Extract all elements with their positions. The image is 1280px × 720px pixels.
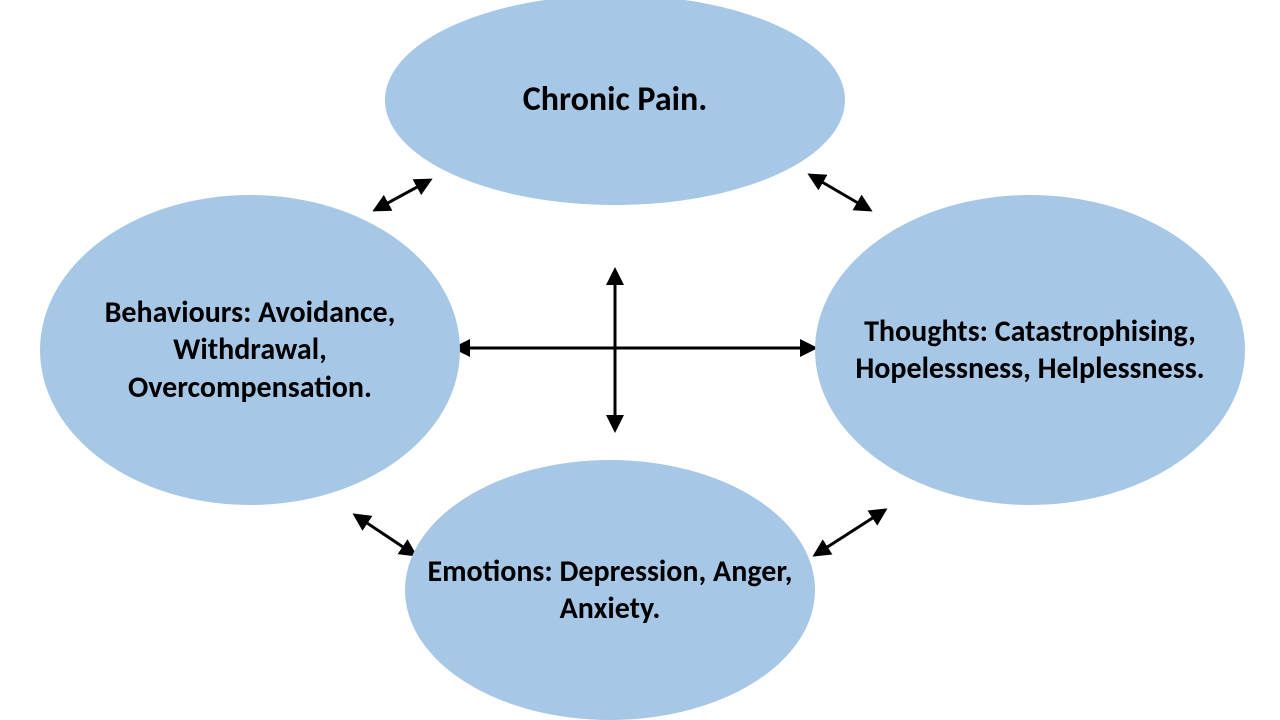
node-bottom: Emotions: Depression, Anger, Anxiety. [405, 460, 815, 720]
edge-right-bottom [815, 510, 885, 555]
node-right: Thoughts: Catastrophising, Hopelessness,… [815, 195, 1245, 505]
node-label-right: Thoughts: Catastrophising, Hopelessness,… [835, 313, 1225, 388]
node-left: Behaviours: Avoidance, Withdrawal, Overc… [40, 195, 460, 505]
node-label-top: Chronic Pain. [523, 79, 708, 122]
node-label-left: Behaviours: Avoidance, Withdrawal, Overc… [60, 294, 440, 407]
node-top: Chronic Pain. [385, 0, 845, 205]
edge-top-left [375, 180, 430, 210]
edge-left-bottom [355, 515, 415, 555]
edge-top-right [810, 175, 870, 210]
node-label-bottom: Emotions: Depression, Anger, Anxiety. [425, 553, 795, 628]
